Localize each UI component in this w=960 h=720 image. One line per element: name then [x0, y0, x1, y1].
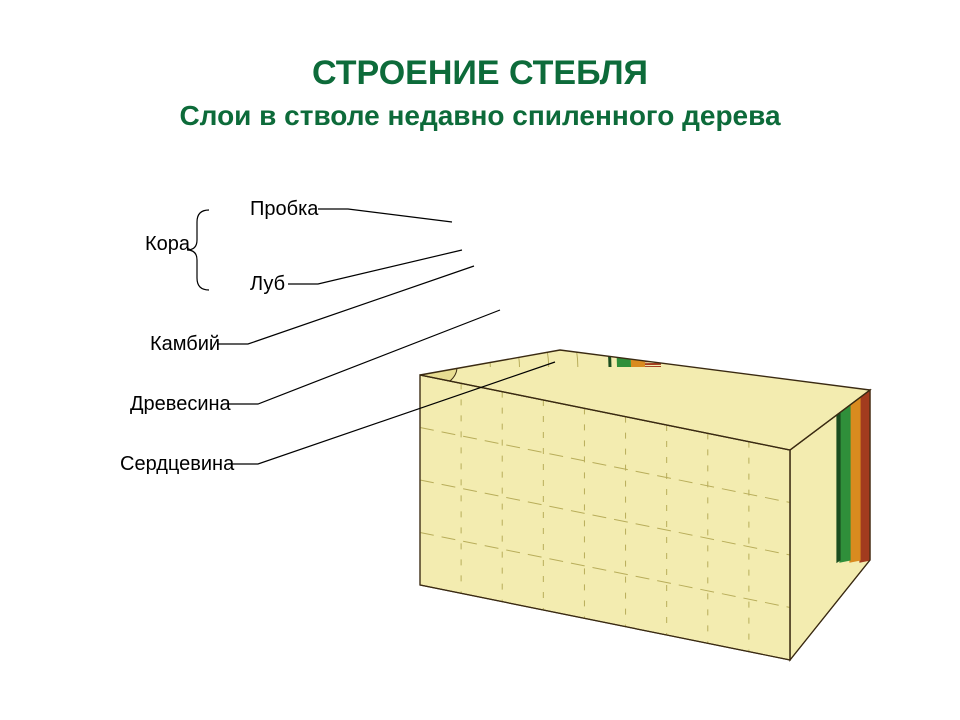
wood-ray	[432, 262, 554, 367]
label-pith: Сердцевина	[120, 453, 235, 475]
wood-ray	[275, 303, 432, 367]
wood-ray	[402, 223, 432, 367]
ring-phloem	[240, 206, 624, 367]
growth-ring	[345, 294, 520, 367]
ring-cambium-line	[254, 218, 610, 367]
side-stripe	[837, 390, 840, 562]
label-bark-group: Кора	[145, 233, 191, 255]
diagram-svg: Кора Пробка Луб Камбий Древесина Сердцевина	[0, 0, 960, 720]
wood-ray	[432, 222, 456, 367]
brace-bark-group	[187, 210, 209, 290]
side-stripe	[840, 390, 850, 562]
label-phloem: Луб	[250, 273, 285, 295]
growth-ring	[286, 245, 578, 367]
side-stripe	[860, 390, 870, 562]
leader-cork	[318, 209, 452, 222]
side-stripe	[850, 390, 860, 562]
growth-ring	[315, 270, 548, 367]
growth-ring	[403, 343, 461, 367]
label-cork: Пробка	[250, 198, 319, 220]
label-cambium: Камбий	[150, 333, 220, 355]
wood-ray	[432, 236, 509, 367]
growth-ring	[374, 318, 491, 367]
wood-ray	[350, 238, 432, 367]
wood-ray	[306, 266, 432, 367]
label-wood: Древесина	[130, 393, 232, 415]
